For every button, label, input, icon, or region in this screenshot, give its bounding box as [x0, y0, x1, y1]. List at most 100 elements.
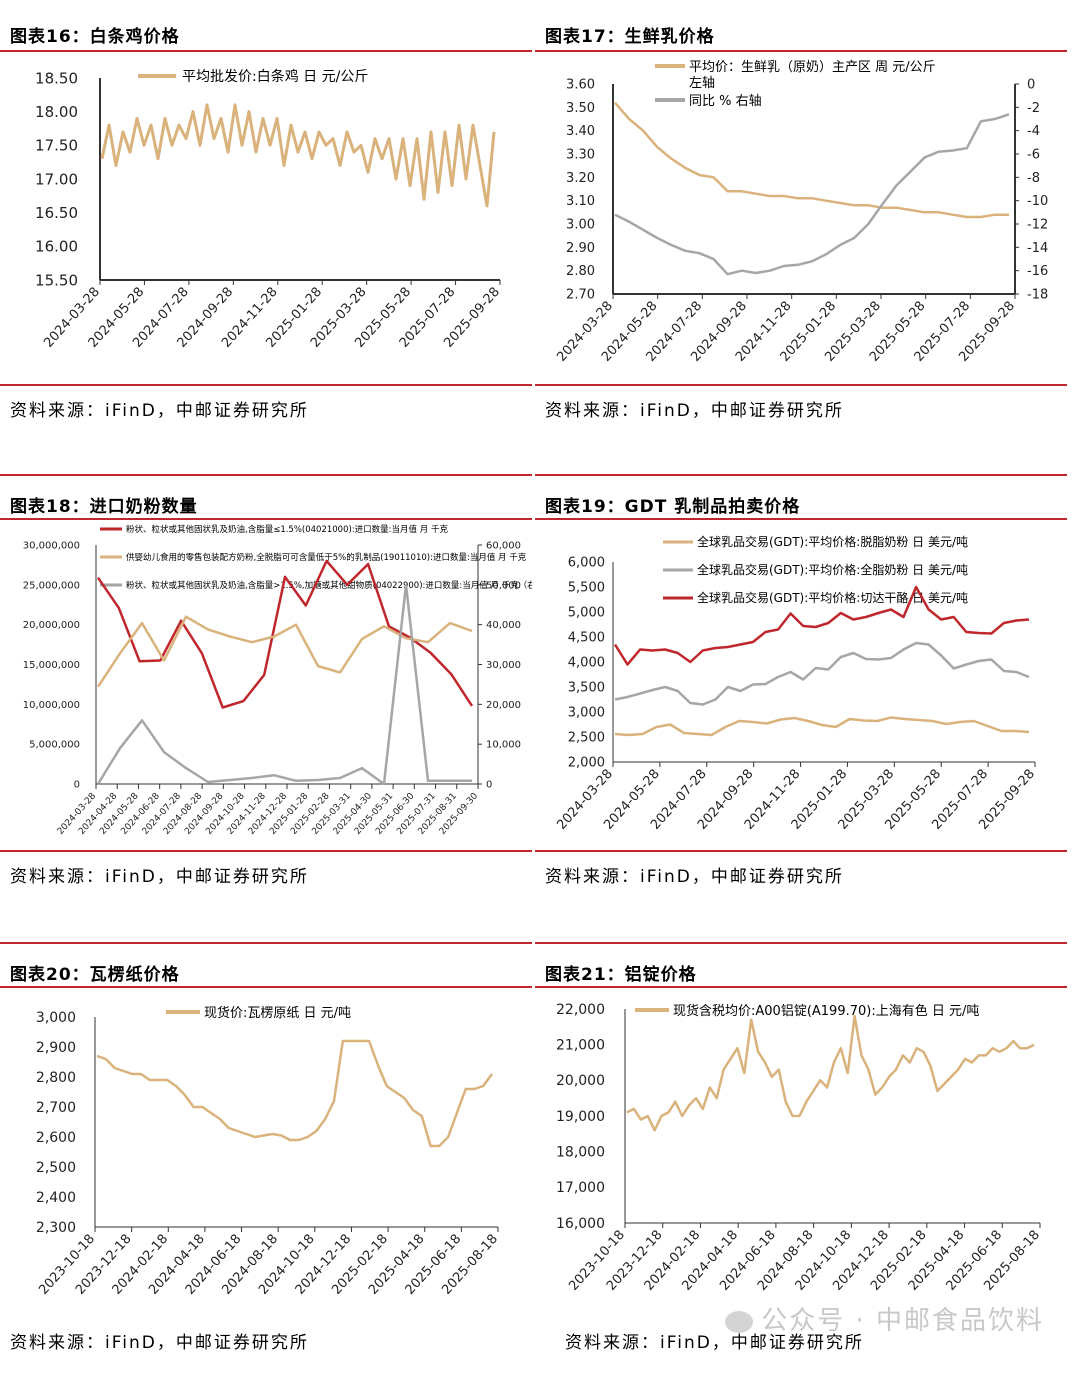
- x-axis: 2024-03-282024-05-282024-07-282024-09-28…: [554, 761, 1038, 833]
- chart17-svg: 平均价：生鲜乳（原奶）主产区 周 元/公斤 左轴 同比 % 右轴 3.60 3.5…: [554, 60, 1048, 365]
- top-rule: [535, 986, 1067, 988]
- legend: 粉状、粒状或其他固状乳及奶油,含脂量≤1.5%(04021000):进口数量:当…: [100, 524, 532, 591]
- series-line: [613, 585, 1030, 666]
- panel-chart21: 图表21：铝锭价格 现货含税均价:A00铝锭(A199.70):上海有色 日 元…: [535, 938, 1067, 1398]
- y2-tick-label: -8: [1027, 171, 1040, 186]
- y-tick-label: 2,000: [568, 756, 605, 771]
- panel-chart17: 图表17：生鲜乳价格 平均价：生鲜乳（原奶）主产区 周 元/公斤 左轴 同比 %…: [535, 0, 1067, 460]
- y-tick-label: 21,000: [556, 1038, 605, 1054]
- y-tick-label: 5,000,000: [29, 740, 80, 751]
- panel-chart18: 图表18：进口奶粉数量 粉状、粒状或其他固状乳及奶油,含脂量≤1.5%(0402…: [0, 470, 532, 930]
- y-tick-label: 19,000: [556, 1109, 605, 1125]
- top-rule: [535, 474, 1067, 476]
- y2-tick-label: -2: [1027, 101, 1040, 116]
- y-tick-label: 3.30: [566, 148, 595, 163]
- chart20-source: 资料来源：iFinD，中邮证券研究所: [10, 1333, 309, 1353]
- y-axis: 18.50 18.00 17.50 17.00 16.50 16.00 15.50: [35, 69, 101, 289]
- chart21-title: 图表21：铝锭价格: [545, 965, 697, 985]
- y-tick-label: 0: [74, 780, 80, 791]
- chart19-title: 图表19：GDT 乳制品拍卖价格: [545, 497, 801, 517]
- bottom-rule: [0, 850, 532, 852]
- plot-area: [100, 103, 496, 208]
- y-tick-label: 15.50: [35, 271, 78, 289]
- y-tick-label: 17.50: [35, 137, 78, 155]
- y2-tick-label: 0: [1027, 78, 1035, 93]
- bottom-rule: [535, 384, 1067, 386]
- y-tick-label: 3.10: [566, 194, 595, 209]
- y-tick-label: 2,500: [568, 731, 605, 746]
- chart16-title: 图表16：白条鸡价格: [10, 27, 180, 47]
- y-tick-label: 3,500: [568, 681, 605, 696]
- y-tick-label: 16,000: [556, 1216, 605, 1232]
- y-tick-label: 20,000: [556, 1073, 605, 1089]
- chart18-svg: 粉状、粒状或其他固状乳及奶油,含脂量≤1.5%(04021000):进口数量:当…: [23, 524, 532, 837]
- y-tick-label: 2,900: [36, 1040, 76, 1056]
- y-tick-label: 16.00: [35, 238, 78, 256]
- legend-label: 现货含税均价:A00铝锭(A199.70):上海有色 日 元/吨: [673, 1003, 979, 1019]
- y-tick-label: 3.60: [566, 78, 595, 93]
- y-tick-label: 4,500: [568, 631, 605, 646]
- legend-label-axis: 左轴: [689, 76, 715, 91]
- chart21-svg: 现货含税均价:A00铝锭(A199.70):上海有色 日 元/吨 22,000 2…: [556, 1002, 1043, 1294]
- series-line: [100, 103, 496, 208]
- legend-label: 粉状、粒状或其他固状乳及奶油,含脂量≤1.5%(04021000):进口数量:当…: [126, 524, 448, 535]
- y-tick-label: 2,700: [36, 1100, 76, 1116]
- y-tick-label: 25,000,000: [23, 580, 80, 591]
- y2-tick-label: 50,000: [486, 580, 521, 591]
- y-tick-label: 22,000: [556, 1002, 605, 1018]
- y-axis-left: 30,000,000 25,000,000 20,000,000 15,000,000…: [23, 541, 97, 791]
- bottom-rule: [535, 850, 1067, 852]
- chart16-svg: 平均批发价:白条鸡 日 元/公斤 18.50 18.00 17.50 17.00 16.…: [35, 68, 503, 351]
- y-tick-label: 18.50: [35, 69, 78, 87]
- legend: 全球乳品交易(GDT):平均价格:脱脂奶粉 日 美元/吨 全球乳品交易(GDT)…: [663, 534, 968, 605]
- plot-area: [614, 101, 1010, 276]
- plot-area: [96, 559, 474, 786]
- y-axis: 6,000 5,500 5,000 4,500 4,000 3,500 3,000 2,500…: [568, 556, 614, 771]
- y-tick-label: 18.00: [35, 103, 78, 121]
- y-axis-right: 60,000 50,000 40,000 30,000 20,000 10,000 0: [477, 541, 521, 791]
- y-tick-label: 20,000,000: [23, 620, 80, 631]
- y2-tick-label: 20,000: [486, 700, 521, 711]
- panel-chart16: 图表16：白条鸡价格 平均批发价:白条鸡 日 元/公斤 18.50 18.00 17…: [0, 0, 532, 460]
- chart20-svg: 现货价:瓦楞原纸 日 元/吨 3,000 2,900 2,800 2,700 2,600…: [36, 1005, 501, 1298]
- series-line: [96, 615, 473, 688]
- chart19-source: 资料来源：iFinD，中邮证券研究所: [545, 867, 844, 887]
- legend-label: 全球乳品交易(GDT):平均价格:全脂奶粉 日 美元/吨: [697, 562, 968, 577]
- chart17-title: 图表17：生鲜乳价格: [545, 27, 715, 47]
- top-rule: [0, 986, 532, 988]
- legend: 平均价：生鲜乳（原奶）主产区 周 元/公斤 左轴 同比 % 右轴: [655, 60, 936, 109]
- y-tick-label: 2.90: [566, 241, 595, 256]
- plot-area: [613, 585, 1030, 737]
- y2-tick-label: -18: [1027, 288, 1048, 303]
- series-line: [614, 716, 1030, 737]
- y-axis: 22,000 21,000 20,000 19,000 18,000 17,000 16,0…: [556, 1002, 626, 1232]
- y2-tick-label: -12: [1027, 218, 1048, 233]
- y-tick-label: 18,000: [556, 1145, 605, 1161]
- chart19-svg: 全球乳品交易(GDT):平均价格:脱脂奶粉 日 美元/吨 全球乳品交易(GDT)…: [554, 534, 1038, 833]
- legend-label: 同比 % 右轴: [689, 94, 762, 109]
- y2-tick-label: -6: [1027, 148, 1040, 163]
- top-rule: [535, 50, 1067, 52]
- y-tick-label: 5,000: [568, 606, 605, 621]
- watermark: 公众号 · 中邮食品饮料: [725, 1300, 1044, 1337]
- y-tick-label: 16.50: [35, 204, 78, 222]
- y2-tick-label: -14: [1027, 241, 1048, 256]
- y-axis-right: 0 -2 -4 -6 -8 -10 -12 -14 -16 -18: [1014, 78, 1048, 303]
- wechat-icon: [725, 1310, 754, 1333]
- x-axis: 2024-03-282024-05-282024-07-282024-09-28…: [554, 293, 1018, 365]
- y2-tick-label: 40,000: [486, 620, 521, 631]
- y2-tick-label: 60,000: [486, 541, 521, 552]
- top-rule: [535, 942, 1067, 944]
- legend-label: 平均批发价:白条鸡 日 元/公斤: [182, 68, 368, 85]
- y2-tick-label: -10: [1027, 194, 1048, 209]
- y2-tick-label: 30,000: [486, 660, 521, 671]
- y-axis-left: 3.60 3.50 3.40 3.30 3.20 3.10 3.00 2.90 2.80 2.70: [566, 78, 614, 303]
- series-line: [614, 101, 1009, 219]
- top-rule: [0, 474, 532, 476]
- plot-area: [626, 1014, 1035, 1132]
- legend-label: 平均价：生鲜乳（原奶）主产区 周 元/公斤: [689, 60, 936, 75]
- series-line: [96, 1039, 494, 1148]
- top-rule: [535, 518, 1067, 520]
- y-tick-label: 5,500: [568, 581, 605, 596]
- x-axis: 2024-03-282024-04-282024-05-282024-06-28…: [56, 783, 480, 837]
